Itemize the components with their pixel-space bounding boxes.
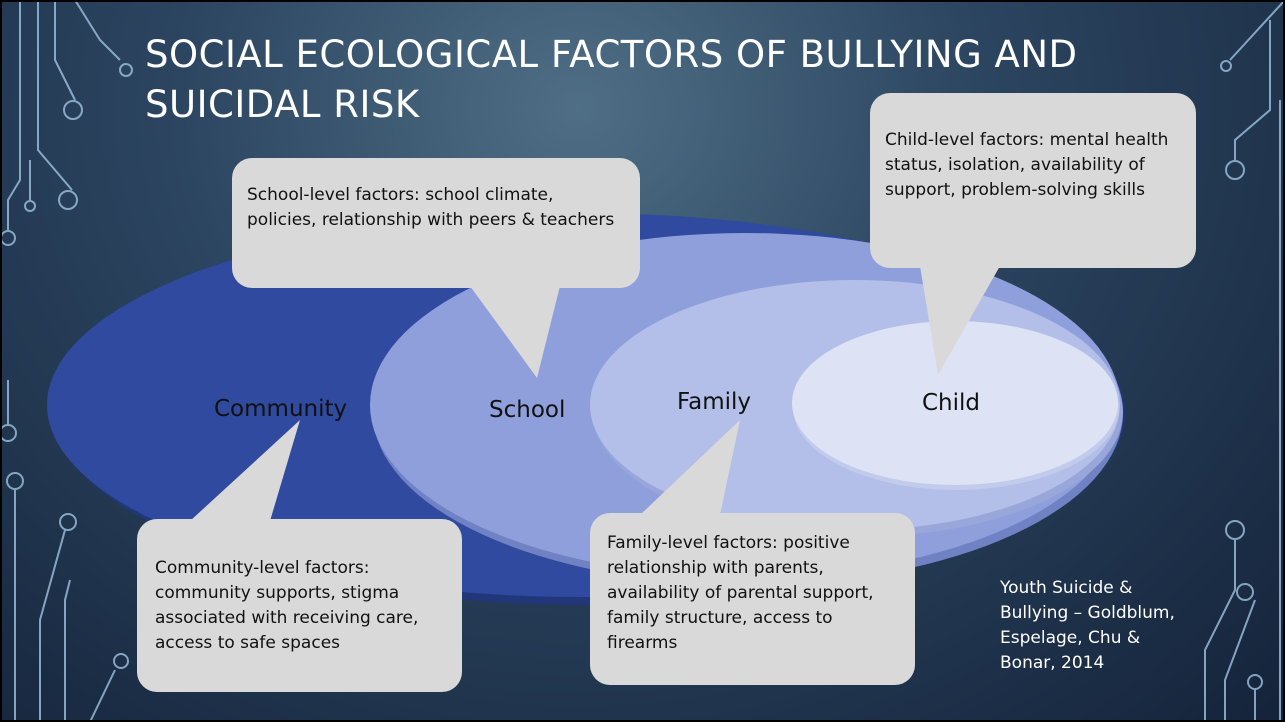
callout-box [590,513,915,685]
callout-tail [920,266,1000,375]
callout-text: Child-level factors: mental health statu… [885,130,1169,200]
child-ellipse [792,321,1118,485]
circle-label: Family [677,389,752,415]
circle-label: Child [922,390,981,416]
callout-tail [190,420,300,521]
callouts [137,93,1196,692]
circle-label: School [489,397,566,423]
callout-tail [640,420,740,515]
callout-text: Community-level factors: community suppo… [155,558,419,653]
citation: Youth Suicide & Bullying – Goldblum, Esp… [1000,578,1175,673]
callout-text: School-level factors: school climate, po… [247,185,615,230]
circle-label: Community [214,396,348,422]
callout-tail [470,286,560,378]
callout-box [232,158,640,288]
callout-text: Family-level factors: positive relations… [607,533,874,653]
callout-box [137,519,462,692]
callout-box [870,93,1196,268]
title: SOCIAL ECOLOGICAL FACTORS OF BULLYING AN… [145,33,1078,126]
